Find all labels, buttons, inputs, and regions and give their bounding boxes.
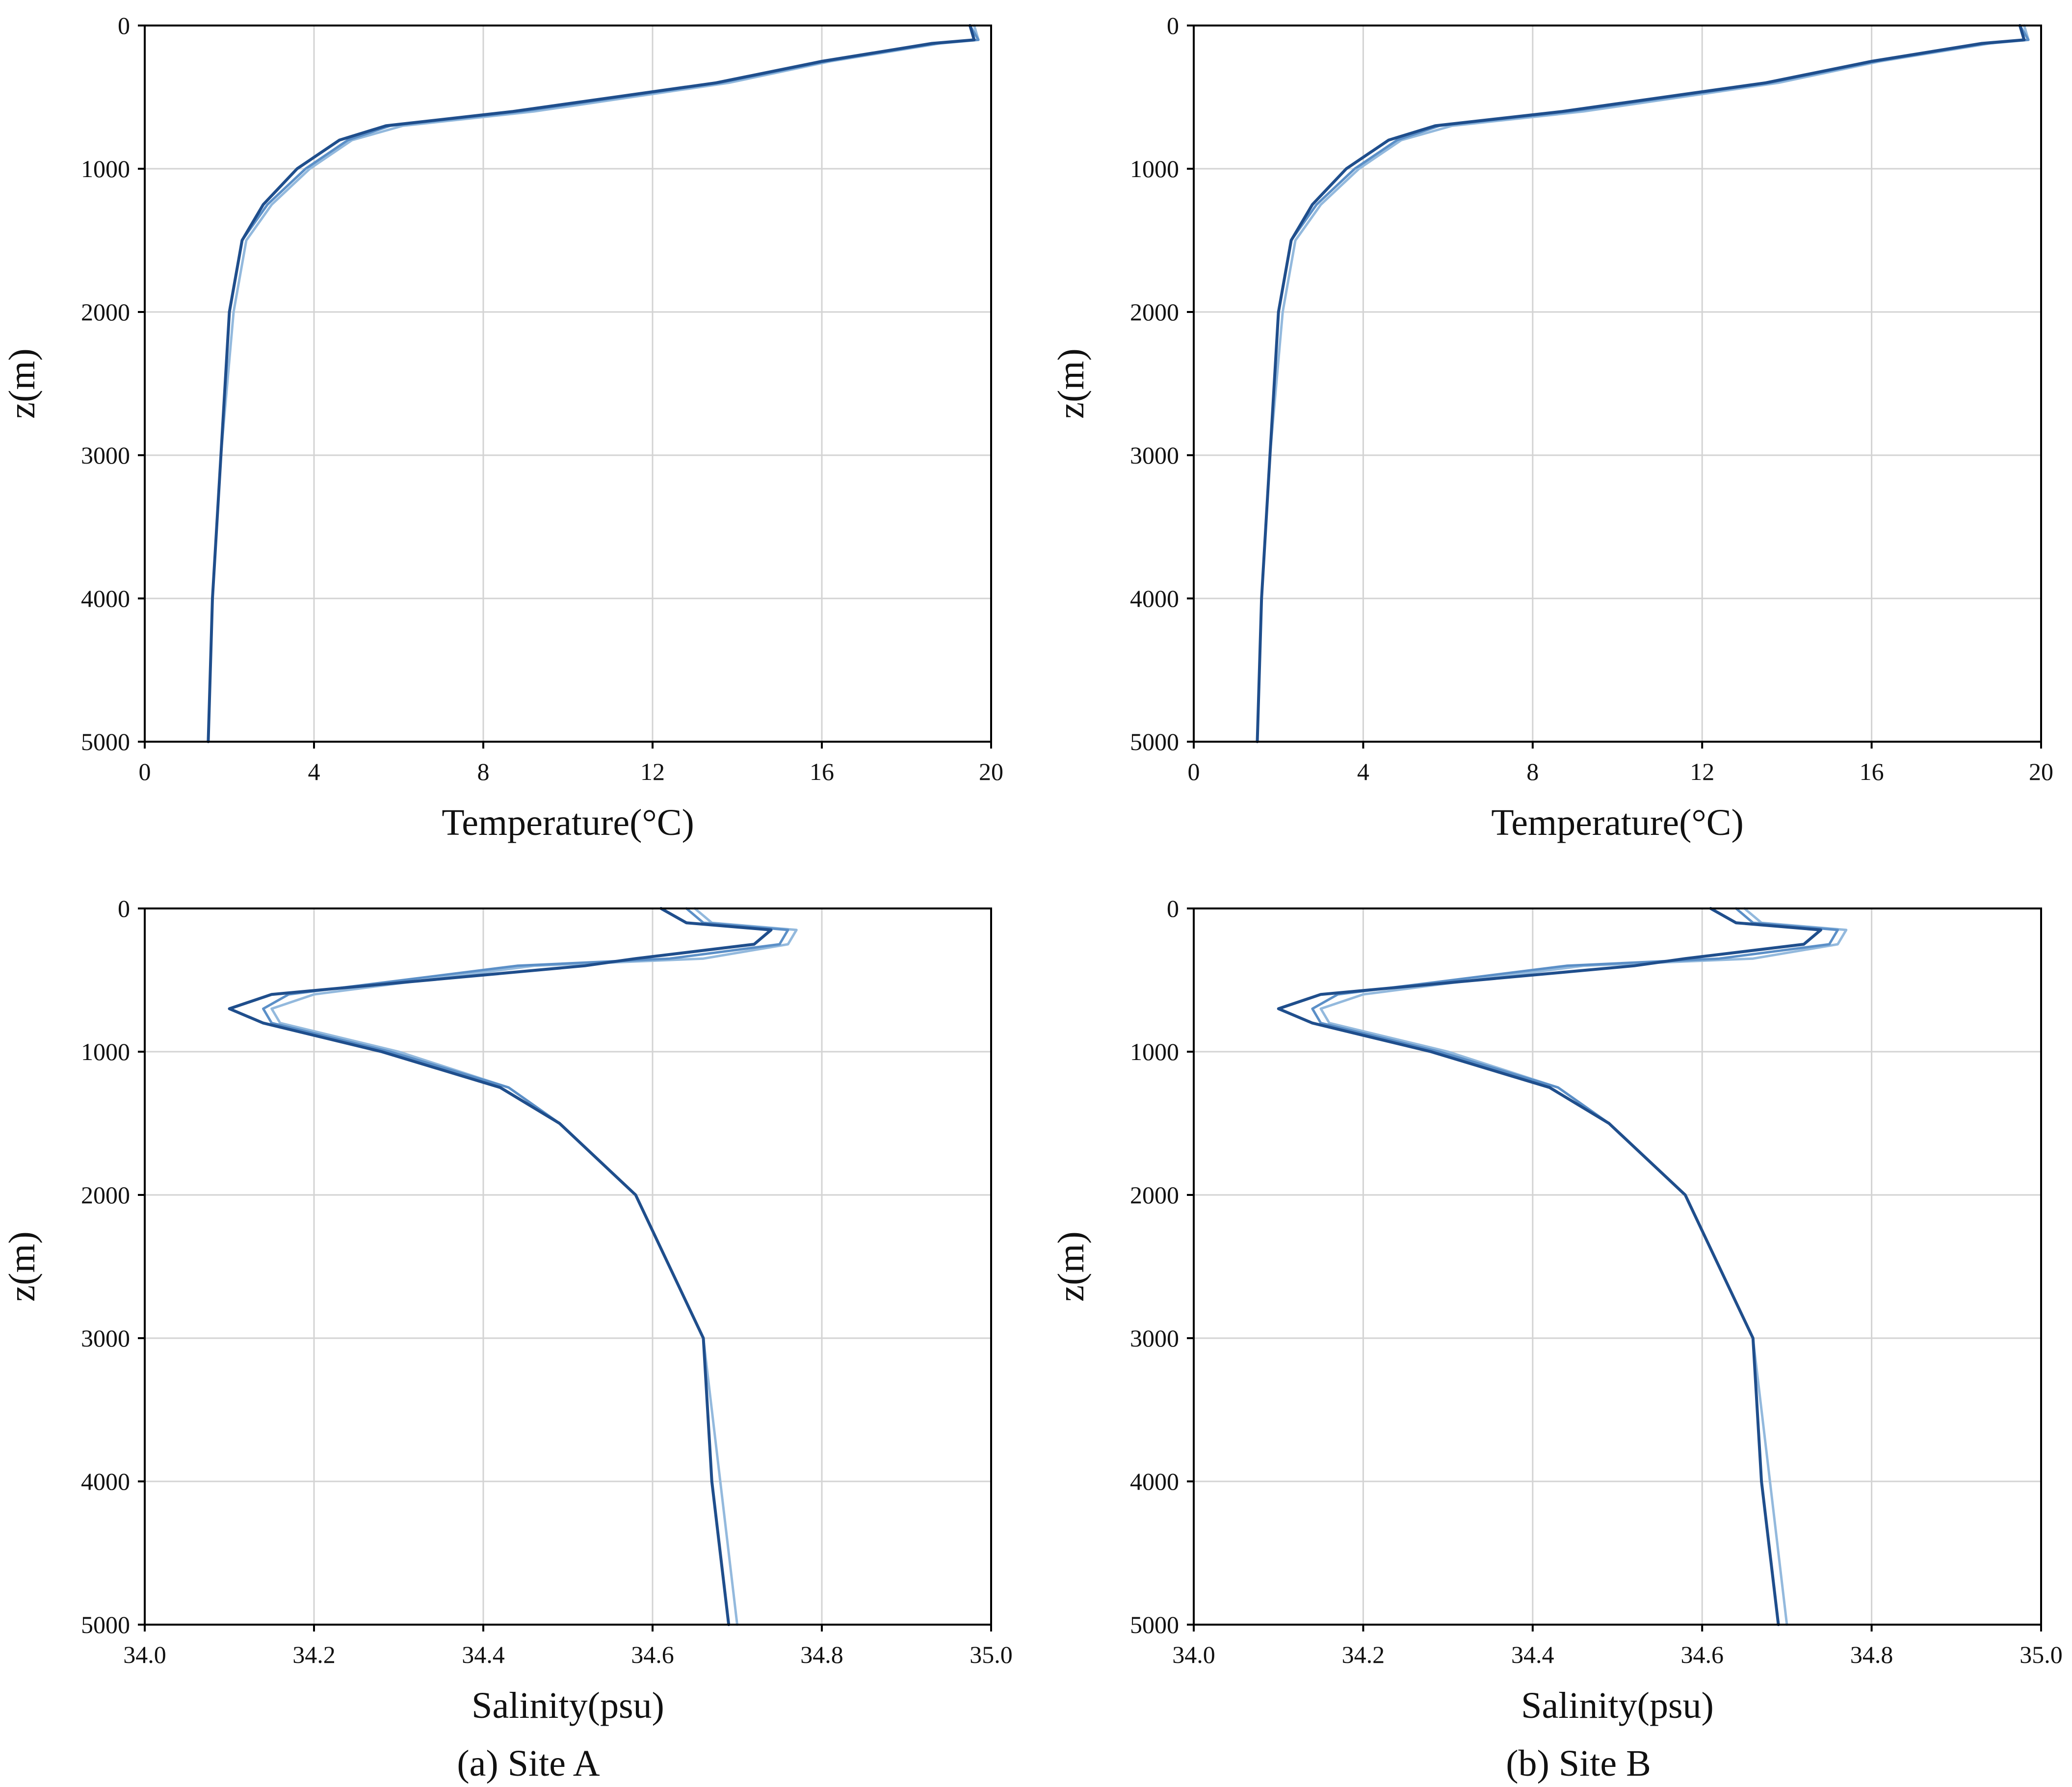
series-line-3 bbox=[1277, 907, 1822, 1626]
y-tick-label: 5000 bbox=[81, 728, 130, 755]
chart-panel-2: 0 4 8 12 16 20 0 1000 2000 3000 4000 5000 Temperatur… bbox=[1050, 12, 2053, 843]
x-axis-label: Temperature(°C) bbox=[1491, 802, 1744, 843]
y-tick-label: 0 bbox=[1167, 895, 1179, 922]
x-tick-label: 35.0 bbox=[2020, 1641, 2063, 1668]
y-axis-label: z(m) bbox=[1, 1231, 43, 1301]
y-axis-label: z(m) bbox=[1050, 1231, 1092, 1301]
y-tick-label: 3000 bbox=[81, 1324, 130, 1352]
y-tick-label: 4000 bbox=[81, 1468, 130, 1495]
y-tick-label: 4000 bbox=[81, 585, 130, 612]
x-tick-label: 34.2 bbox=[1342, 1641, 1385, 1668]
plot-frame bbox=[1193, 25, 2042, 743]
x-tick-label: 20 bbox=[979, 758, 1003, 785]
x-tick-label: 34.6 bbox=[631, 1641, 674, 1668]
caption-site-a: (a) Site A bbox=[457, 1743, 600, 1784]
y-axis-label: z(m) bbox=[1, 348, 43, 418]
y-tick-label: 3000 bbox=[1130, 441, 1179, 469]
plot-frame bbox=[144, 907, 992, 1626]
x-tick-label: 34.0 bbox=[1172, 1641, 1215, 1668]
x-tick-label: 0 bbox=[1188, 758, 1200, 785]
y-tick-label: 1000 bbox=[81, 1038, 130, 1065]
chart-panel-1: 0 4 8 12 16 20 0 1000 2000 3000 4000 5000 Temperatur… bbox=[1, 12, 1003, 843]
chart-panel-3: 34.0 34.2 34.4 34.6 34.8 35.0 0 1000 2000 3000 400… bbox=[1, 895, 1013, 1726]
x-tick-label: 4 bbox=[1357, 758, 1369, 785]
x-tick-label: 34.4 bbox=[462, 1641, 505, 1668]
x-tick-label: 34.0 bbox=[123, 1641, 166, 1668]
y-tick-label: 0 bbox=[1167, 12, 1179, 39]
x-tick-label: 34.2 bbox=[292, 1641, 336, 1668]
x-tick-label: 16 bbox=[1860, 758, 1884, 785]
x-tick-label: 0 bbox=[139, 758, 151, 785]
panels: 0 4 8 12 16 20010002000300040005000Temperatur… bbox=[1, 12, 2063, 1726]
y-tick-label: 1000 bbox=[81, 155, 130, 182]
y-tick-label: 4000 bbox=[1130, 1468, 1179, 1495]
x-tick-label: 34.8 bbox=[800, 1641, 843, 1668]
y-tick-label: 1000 bbox=[1130, 1038, 1179, 1065]
x-tick-label: 34.8 bbox=[1850, 1641, 1893, 1668]
chart-panel-4: 34.0 34.2 34.4 34.6 34.8 35.0 0 1000 2000 3000 400… bbox=[1050, 895, 2063, 1726]
series-line-3 bbox=[228, 907, 773, 1626]
x-axis-label: Salinity(psu) bbox=[1521, 1685, 1714, 1726]
series-line-3 bbox=[1256, 24, 2026, 743]
y-tick-label: 2000 bbox=[81, 298, 130, 326]
plot-frame bbox=[1193, 907, 2042, 1626]
y-tick-label: 2000 bbox=[1130, 1181, 1179, 1209]
plot-frame bbox=[144, 25, 992, 743]
series-line-3 bbox=[207, 24, 976, 743]
x-axis-label: Salinity(psu) bbox=[472, 1685, 664, 1726]
y-tick-label: 1000 bbox=[1130, 155, 1179, 182]
x-tick-label: 8 bbox=[477, 758, 490, 785]
x-tick-label: 16 bbox=[810, 758, 834, 785]
y-tick-label: 2000 bbox=[1130, 298, 1179, 326]
y-tick-label: 5000 bbox=[1130, 728, 1179, 755]
y-tick-label: 4000 bbox=[1130, 585, 1179, 612]
y-tick-label: 0 bbox=[118, 895, 130, 922]
x-tick-label: 34.6 bbox=[1680, 1641, 1724, 1668]
caption-site-b: (b) Site B bbox=[1506, 1743, 1651, 1784]
x-tick-label: 12 bbox=[1690, 758, 1714, 785]
x-tick-label: 35.0 bbox=[970, 1641, 1013, 1668]
x-axis-label: Temperature(°C) bbox=[442, 802, 694, 843]
y-axis-label: z(m) bbox=[1050, 348, 1092, 418]
y-tick-label: 5000 bbox=[1130, 1611, 1179, 1638]
y-tick-label: 2000 bbox=[81, 1181, 130, 1209]
y-tick-label: 0 bbox=[118, 12, 130, 39]
y-tick-label: 3000 bbox=[81, 441, 130, 469]
y-tick-label: 3000 bbox=[1130, 1324, 1179, 1352]
x-tick-label: 12 bbox=[640, 758, 665, 785]
x-tick-label: 20 bbox=[2029, 758, 2053, 785]
y-tick-label: 5000 bbox=[81, 1611, 130, 1638]
x-tick-label: 34.4 bbox=[1511, 1641, 1554, 1668]
x-tick-label: 4 bbox=[308, 758, 320, 785]
x-tick-label: 8 bbox=[1526, 758, 1539, 785]
